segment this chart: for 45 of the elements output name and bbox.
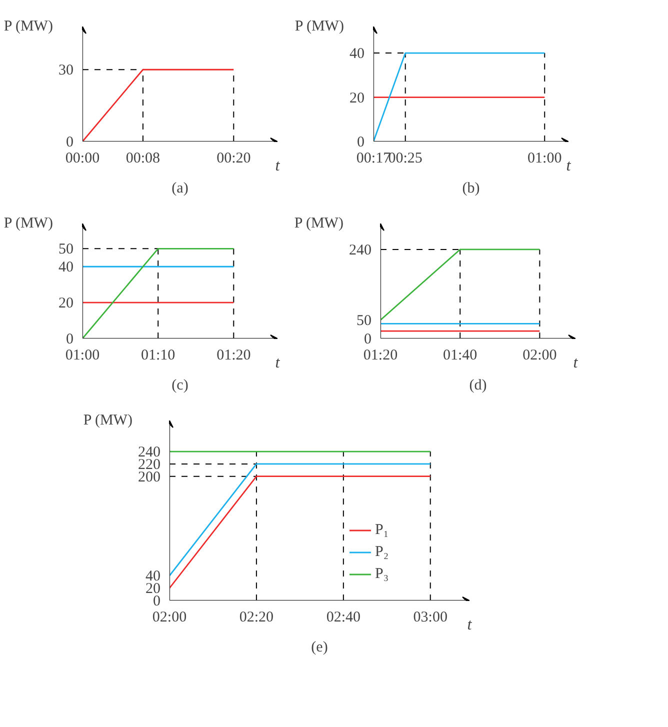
x-tick-label: 00:00 (65, 150, 100, 166)
y-axis-title: P (MW) (294, 216, 344, 232)
text: (c) (172, 378, 188, 394)
y-tick-label: 20 (58, 296, 74, 312)
y-tick-label: 20 (350, 90, 364, 106)
y-tick-label: 50 (58, 242, 74, 258)
x-tick-label: 01:20 (363, 348, 398, 364)
y-tick-label: 40 (350, 46, 364, 62)
y-axis-title: P (MW) (4, 18, 53, 34)
x-tick-label: 02:00 (152, 610, 187, 626)
y-tick-label: 0 (66, 332, 74, 348)
text: (d) (469, 378, 487, 394)
x-tick-label: 02:40 (326, 610, 361, 626)
x-tick-label: 01:00 (528, 150, 562, 166)
x-axis-title: t (573, 354, 578, 372)
x-tick-label: 02:00 (522, 348, 557, 364)
x-tick-label: 03:00 (413, 610, 448, 626)
x-tick-label: 00:20 (216, 150, 251, 166)
y-tick-label: 40 (58, 260, 74, 276)
x-tick-label: 02:20 (239, 610, 274, 626)
x-tick-label: 00:08 (126, 150, 160, 166)
x-tick-label: 01:40 (443, 348, 478, 364)
x-axis-title: t (467, 616, 472, 634)
y-tick-label: 0 (66, 134, 74, 150)
text: (a) (172, 180, 188, 196)
text: (b) (462, 180, 480, 196)
x-tick-label: 01:10 (141, 348, 176, 364)
x-axis-title: t (275, 158, 280, 174)
text: (e) (311, 640, 328, 656)
y-tick-label: 0 (357, 134, 364, 150)
x-tick-label: 01:20 (216, 348, 251, 364)
x-axis-title: t (275, 354, 280, 372)
legend-label: P₁ (375, 522, 390, 538)
x-axis-title: t (566, 158, 572, 174)
y-tick-label: 240 (349, 242, 372, 258)
x-tick-label: 01:00 (65, 348, 100, 364)
y-axis-title: P (MW) (4, 216, 53, 232)
legend-label: P₃ (375, 566, 390, 582)
y-tick-label: 50 (356, 312, 372, 329)
y-tick-label: 0 (153, 594, 160, 610)
legend-label: P₂ (375, 544, 390, 560)
y-tick-label: 0 (364, 332, 372, 348)
y-axis-title: P (MW) (294, 18, 344, 34)
y-tick-label: 30 (58, 62, 74, 79)
y-axis-title: P (MW) (83, 412, 132, 428)
